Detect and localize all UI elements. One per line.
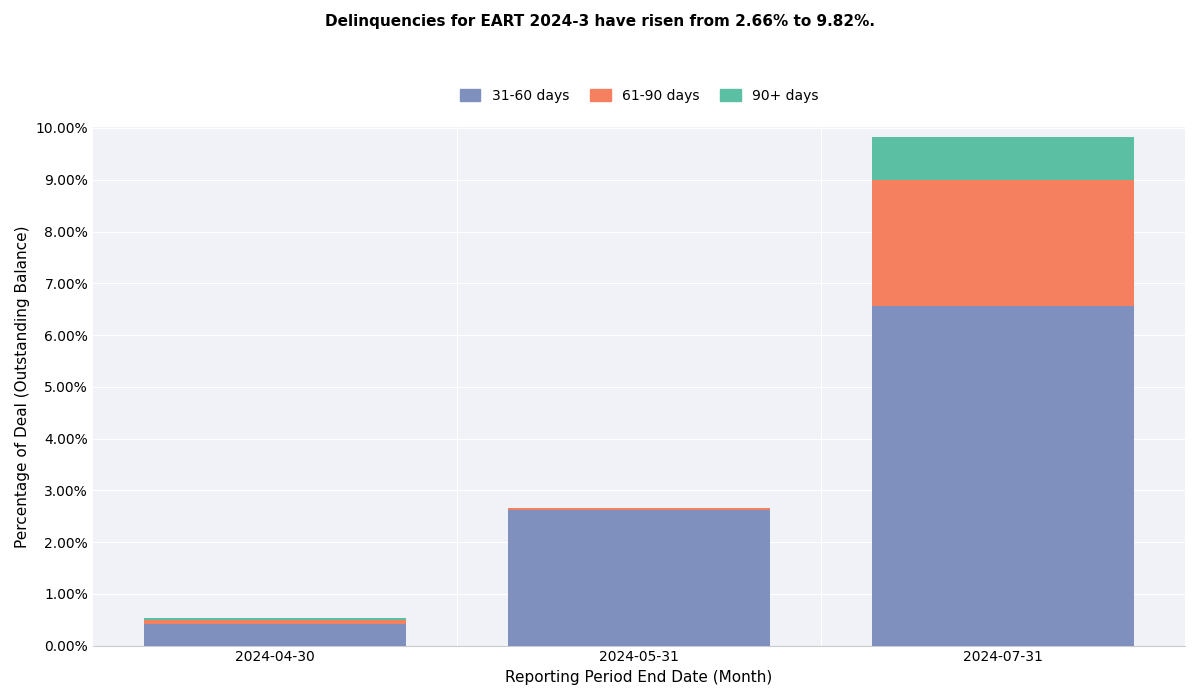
- Bar: [872, 137, 1134, 180]
- Bar: [144, 617, 406, 620]
- Bar: [508, 510, 770, 645]
- X-axis label: Reporting Period End Date (Month): Reporting Period End Date (Month): [505, 670, 773, 685]
- Bar: [144, 624, 406, 645]
- Bar: [872, 180, 1134, 305]
- Bar: [872, 305, 1134, 645]
- Bar: [508, 508, 770, 510]
- Text: Delinquencies for EART 2024-3 have risen from 2.66% to 9.82%.: Delinquencies for EART 2024-3 have risen…: [325, 14, 875, 29]
- Y-axis label: Percentage of Deal (Outstanding Balance): Percentage of Deal (Outstanding Balance): [14, 225, 30, 547]
- Bar: [144, 620, 406, 624]
- Legend: 31-60 days, 61-90 days, 90+ days: 31-60 days, 61-90 days, 90+ days: [452, 82, 826, 110]
